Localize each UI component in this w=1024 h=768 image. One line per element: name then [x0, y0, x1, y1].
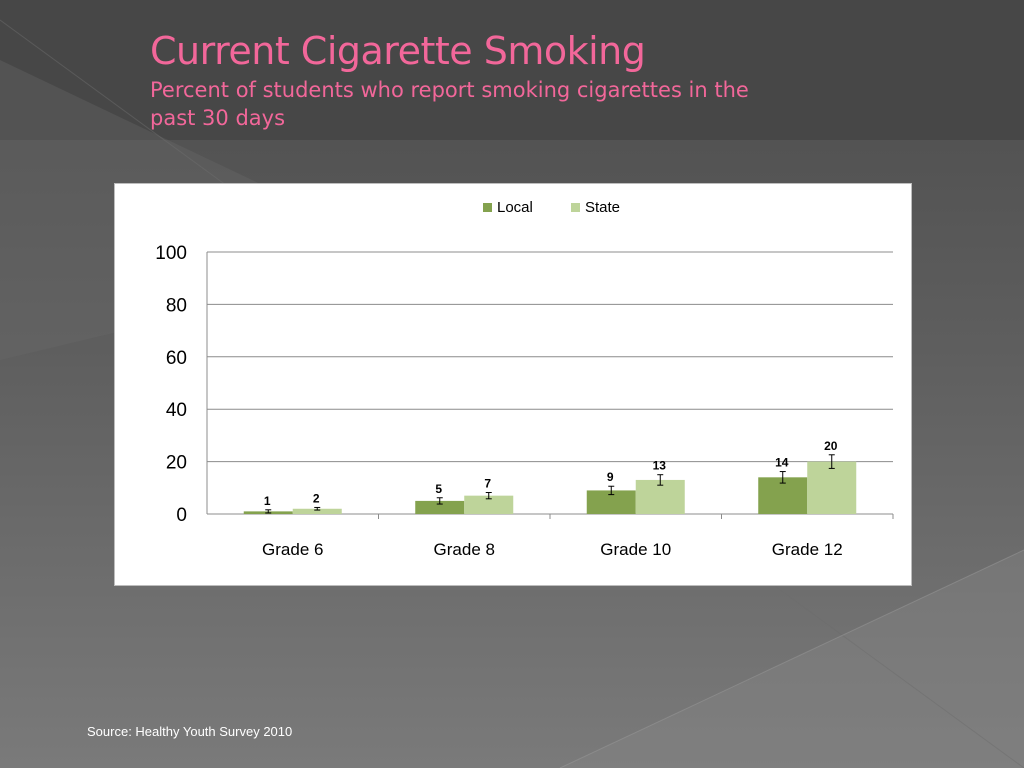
legend-swatch-local	[483, 203, 492, 212]
bar-state-grade-8	[464, 495, 514, 514]
title-block: Current Cigarette Smoking Percent of stu…	[150, 28, 970, 132]
chart-panel: 0 20 40 60 80 100 Local State Grade 6 1 2 Grade 8 5 7…	[114, 183, 912, 586]
x-tick-label-grade-12: Grade 12	[772, 540, 843, 559]
y-tick-label-0: 0	[176, 505, 187, 526]
data-label-local-grade-8: 5	[435, 482, 442, 496]
x-tick-label-grade-10: Grade 10	[600, 540, 671, 559]
data-label-state-grade-8: 7	[484, 477, 491, 491]
data-label-local-grade-6: 1	[264, 494, 271, 508]
y-tick-label-60: 60	[166, 348, 187, 369]
y-tick-label-20: 20	[166, 453, 187, 474]
y-tick-label-100: 100	[155, 243, 187, 264]
slide-title: Current Cigarette Smoking	[150, 29, 646, 73]
x-tick-label-grade-6: Grade 6	[262, 540, 323, 559]
background-top-band	[0, 0, 1024, 140]
y-tick-label-40: 40	[166, 400, 187, 421]
data-label-state-grade-12: 20	[824, 439, 838, 453]
bar-state-grade-6	[292, 508, 342, 514]
background-corner-line	[559, 549, 1024, 768]
bar-local-grade-8	[415, 500, 465, 514]
data-label-state-grade-10: 13	[653, 459, 667, 473]
legend-label-local: Local	[497, 199, 533, 216]
data-label-local-grade-12: 14	[775, 456, 789, 470]
bar-chart: 0 20 40 60 80 100 Local State Grade 6 1 2 Grade 8 5 7…	[155, 199, 894, 559]
slide-subtitle: Percent of students who report smoking c…	[150, 78, 749, 130]
data-label-local-grade-10: 9	[607, 470, 614, 484]
bar-local-grade-10	[586, 490, 636, 514]
legend-swatch-state	[571, 203, 580, 212]
source-note: Source: Healthy Youth Survey 2010	[87, 724, 293, 739]
y-tick-label-80: 80	[166, 295, 187, 316]
x-tick-label-grade-8: Grade 8	[434, 540, 495, 559]
legend-label-state: State	[585, 199, 620, 216]
data-label-state-grade-6: 2	[313, 491, 320, 505]
bar-state-grade-12	[807, 461, 857, 514]
